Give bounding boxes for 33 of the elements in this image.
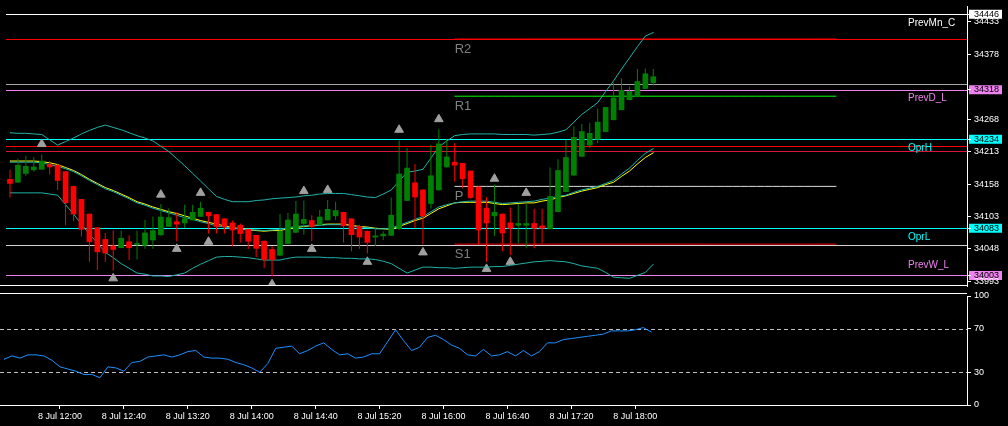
x-tick-label: 8 Jul 12:00: [37, 410, 82, 421]
y-tick-label: 70: [974, 323, 985, 334]
series-label: R2: [454, 41, 472, 57]
y-tick-label: 34083: [974, 222, 1000, 233]
y-tick-label: 34446: [974, 8, 1000, 19]
series-label: R1: [454, 98, 472, 114]
y-tick-label: 34268: [974, 113, 1000, 124]
y-tick-label: 34234: [974, 133, 1000, 144]
series-label: S1: [454, 246, 471, 262]
y-tick-label: 34433: [974, 16, 1000, 27]
y-tick-label: 34318: [974, 84, 1000, 95]
x-tick-label: 8 Jul 17:20: [549, 410, 594, 421]
x-tick-label: 8 Jul 16:40: [485, 410, 530, 421]
y-tick-label: 0: [974, 399, 980, 410]
x-tick-label: 8 Jul 15:20: [357, 410, 402, 421]
y-tick-label: 34378: [974, 48, 1000, 59]
y-tick-label: 34103: [974, 210, 1000, 221]
x-tick-label: 8 Jul 14:40: [293, 410, 338, 421]
y-tick-label: 30: [974, 366, 985, 377]
x-tick-label: 8 Jul 16:00: [421, 410, 466, 421]
x-tick-label: 8 Jul 14:00: [229, 410, 274, 421]
ref-line-label: OprL: [908, 230, 931, 242]
x-tick-label: 8 Jul 13:20: [165, 410, 210, 421]
y-tick-label: 100: [974, 290, 990, 301]
x-tick-label: 8 Jul 12:40: [101, 410, 146, 421]
x-tick-label: 8 Jul 18:00: [613, 410, 658, 421]
ref-line-label: PrevW_L: [908, 259, 950, 271]
y-tick-label: 34158: [974, 178, 1000, 189]
ref-line-label: PrevD_L: [908, 92, 948, 104]
series-label: P: [454, 188, 464, 204]
y-tick-label: 34213: [974, 146, 1000, 157]
ref-line-label: PrevMn_C: [908, 17, 956, 28]
y-tick-label: 34048: [974, 243, 1000, 254]
